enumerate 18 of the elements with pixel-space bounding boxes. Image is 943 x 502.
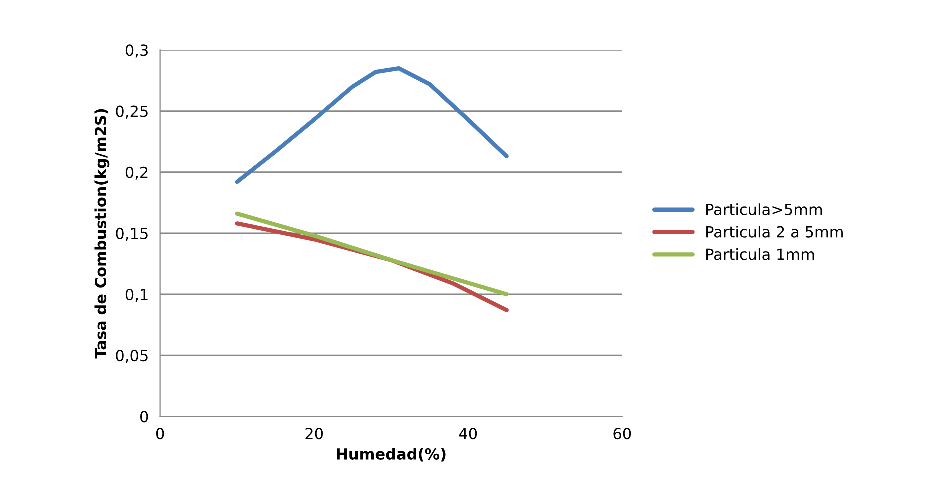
- y-tick-label: 0,3: [126, 44, 148, 58]
- y-tick-label: 0,2: [126, 166, 148, 180]
- x-tick-label: 60: [614, 428, 632, 440]
- y-tick-label: 0,1: [126, 288, 148, 302]
- x-tick-label: 20: [306, 428, 324, 440]
- x-axis-title: Humedad(%): [337, 448, 446, 462]
- line-series: [235, 212, 509, 297]
- y-tick-label: 0,05: [116, 350, 148, 364]
- legend-label: Particula 2 a 5mm: [706, 226, 843, 238]
- x-tick-label: 40: [459, 428, 478, 440]
- x-tick-label: 0: [156, 428, 164, 440]
- y-tick-label: 0: [140, 411, 148, 423]
- line-series: [235, 66, 509, 184]
- y-tick-label: 0,25: [116, 106, 148, 119]
- y-tick-label: 0,15: [116, 228, 148, 242]
- y-axis-title: Tasa de Combustion(kg/m2S): [94, 109, 110, 359]
- legend-label: Particula 1mm: [706, 248, 814, 260]
- legend-label: Particula>5mm: [706, 204, 822, 216]
